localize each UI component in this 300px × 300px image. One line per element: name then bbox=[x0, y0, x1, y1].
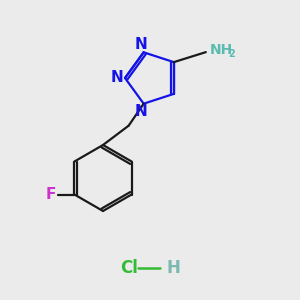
Text: N: N bbox=[111, 70, 123, 86]
Text: 2: 2 bbox=[228, 49, 235, 59]
Text: F: F bbox=[46, 187, 56, 202]
Text: N: N bbox=[135, 37, 148, 52]
Text: N: N bbox=[135, 104, 148, 119]
Text: Cl: Cl bbox=[120, 259, 138, 277]
Text: H: H bbox=[166, 259, 180, 277]
Text: NH: NH bbox=[210, 43, 233, 57]
